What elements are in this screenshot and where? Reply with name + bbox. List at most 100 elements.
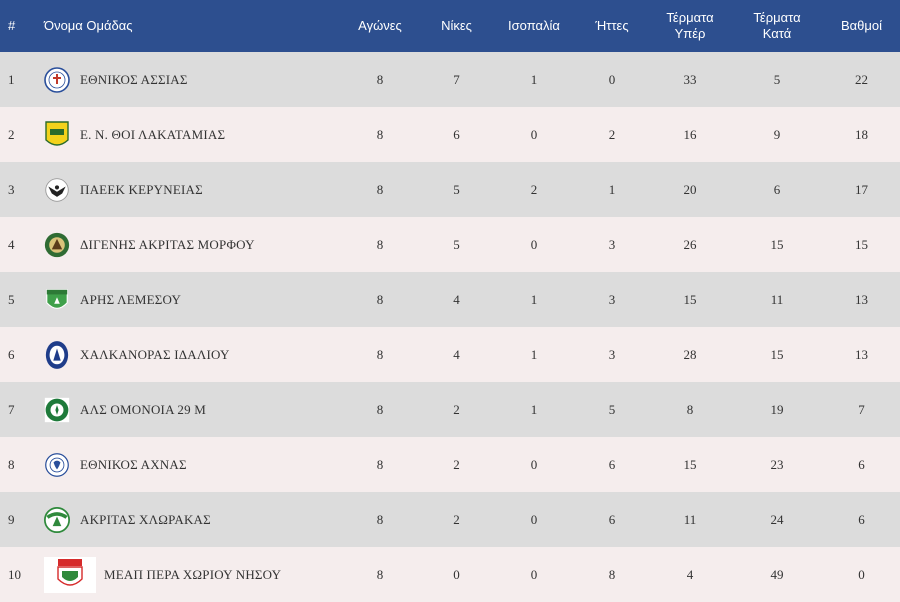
header-team-name[interactable]: Όνομα Ομάδας	[44, 18, 133, 33]
wins-cell: 7	[453, 71, 460, 87]
team-name: ΑΛΣ ΟΜΟΝΟΙΑ 29 Μ	[80, 401, 207, 417]
rank-cell: 6	[8, 346, 15, 362]
team-name: Ε. Ν. ΘΟΙ ΛΑΚΑΤΑΜΙΑΣ	[80, 126, 226, 142]
losses-cell: 3	[608, 346, 616, 362]
ethnikos-achnas-crest-icon	[44, 450, 70, 480]
team-cell[interactable]: ΕΘΝΙΚΟΣ ΑΣΣΙΑΣ	[44, 65, 340, 95]
wins-cell: 4	[453, 346, 460, 362]
goals-for-cell: 20	[683, 181, 697, 197]
points-cell: 0	[858, 566, 865, 582]
akritas-chlorakas-crest-icon	[44, 505, 70, 535]
team-cell[interactable]: ΜΕΑΠ ΠΕΡΑ ΧΩΡΙΟΥ ΝΗΣΟΥ	[44, 556, 340, 593]
goals-for-cell: 11	[683, 511, 697, 527]
header-goals-for[interactable]: Τέρματα Υπέρ	[666, 10, 714, 41]
losses-cell: 0	[608, 71, 616, 87]
played-cell: 8	[376, 126, 384, 142]
table-row[interactable]: 8 ΕΘΝΙΚΟΣ ΑΧΝΑΣ 8 2 0 6 15 23 6	[0, 437, 900, 492]
team-cell[interactable]: Ε. Ν. ΘΟΙ ΛΑΚΑΤΑΜΙΑΣ	[44, 120, 340, 150]
wins-cell: 5	[453, 181, 460, 197]
draws-cell: 0	[530, 511, 538, 527]
draws-cell: 1	[530, 291, 538, 307]
rank-cell: 3	[8, 181, 15, 197]
goals-against-cell: 11	[770, 291, 784, 307]
team-name: ΠΑΕΕΚ ΚΕΡΥΝΕΙΑΣ	[80, 181, 203, 197]
losses-cell: 8	[608, 566, 616, 582]
table-row[interactable]: 4 ΔΙΓΕΝΗΣ ΑΚΡΙΤΑΣ ΜΟΡΦΟΥ 8 5 0 3 26 15 1…	[0, 217, 900, 272]
table-row[interactable]: 10 ΜΕΑΠ ΠΕΡΑ ΧΩΡΙΟΥ ΝΗΣΟΥ 8 0 0 8 4 49 0	[0, 547, 900, 602]
wins-cell: 2	[453, 401, 460, 417]
goals-for-cell: 4	[686, 566, 694, 582]
table-row[interactable]: 6 ΧΑΛΚΑΝΟΡΑΣ ΙΔΑΛΙΟΥ 8 4 1 3 28 15 13	[0, 327, 900, 382]
draws-cell: 0	[530, 126, 538, 142]
wins-cell: 2	[453, 456, 460, 472]
header-rank[interactable]: #	[8, 18, 16, 33]
header-goals-against[interactable]: Τέρματα Κατά	[753, 10, 801, 41]
team-name: ΔΙΓΕΝΗΣ ΑΚΡΙΤΑΣ ΜΟΡΦΟΥ	[80, 236, 255, 252]
rank-cell: 2	[8, 126, 15, 142]
goals-for-cell: 28	[683, 346, 697, 362]
ethnikos-assias-crest-icon	[44, 65, 70, 95]
team-cell[interactable]: ΕΘΝΙΚΟΣ ΑΧΝΑΣ	[44, 450, 340, 480]
header-played[interactable]: Αγώνες	[358, 18, 402, 33]
chalkanoras-crest-icon	[44, 340, 70, 370]
table-body: 1 ΕΘΝΙΚΟΣ ΑΣΣΙΑΣ 8 7 1 0 33 5 22 2 Ε. Ν.…	[0, 52, 900, 602]
header-draws[interactable]: Ισοπαλία	[508, 18, 560, 33]
played-cell: 8	[376, 181, 384, 197]
played-cell: 8	[376, 291, 384, 307]
team-cell[interactable]: ΑΚΡΙΤΑΣ ΧΛΩΡΑΚΑΣ	[44, 505, 340, 535]
goals-against-cell: 15	[770, 236, 784, 252]
wins-cell: 0	[453, 566, 460, 582]
team-cell[interactable]: ΠΑΕΕΚ ΚΕΡΥΝΕΙΑΣ	[44, 175, 340, 205]
table-row[interactable]: 1 ΕΘΝΙΚΟΣ ΑΣΣΙΑΣ 8 7 1 0 33 5 22	[0, 52, 900, 107]
goals-for-cell: 16	[683, 126, 697, 142]
team-cell[interactable]: ΧΑΛΚΑΝΟΡΑΣ ΙΔΑΛΙΟΥ	[44, 340, 340, 370]
table-header: # Όνομα Ομάδας Αγώνες Νίκες Ισοπαλία Ήττ…	[0, 0, 900, 52]
goals-against-cell: 9	[773, 126, 781, 142]
played-cell: 8	[376, 71, 384, 87]
table-row[interactable]: 2 Ε. Ν. ΘΟΙ ΛΑΚΑΤΑΜΙΑΣ 8 6 0 2 16 9 18	[0, 107, 900, 162]
goals-for-cell: 15	[683, 456, 697, 472]
goals-against-cell: 24	[770, 511, 784, 527]
team-cell[interactable]: ΑΛΣ ΟΜΟΝΟΙΑ 29 Μ	[44, 395, 340, 425]
played-cell: 8	[376, 511, 384, 527]
aris-limassol-crest-icon	[44, 285, 70, 315]
rank-cell: 4	[8, 236, 15, 252]
header-points[interactable]: Βαθμοί	[840, 18, 883, 33]
draws-cell: 1	[530, 71, 538, 87]
points-cell: 22	[855, 71, 868, 87]
table-row[interactable]: 3 ΠΑΕΕΚ ΚΕΡΥΝΕΙΑΣ 8 5 2 1 20 6 17	[0, 162, 900, 217]
team-cell[interactable]: ΑΡΗΣ ΛΕΜΕΣΟΥ	[44, 285, 340, 315]
team-name: ΕΘΝΙΚΟΣ ΑΧΝΑΣ	[80, 456, 187, 472]
losses-cell: 3	[608, 236, 616, 252]
goals-for-cell: 26	[683, 236, 697, 252]
points-cell: 15	[855, 236, 868, 252]
goals-for-cell: 33	[683, 71, 697, 87]
table-row[interactable]: 9 ΑΚΡΙΤΑΣ ΧΛΩΡΑΚΑΣ 8 2 0 6 11 24 6	[0, 492, 900, 547]
team-name: ΜΕΑΠ ΠΕΡΑ ΧΩΡΙΟΥ ΝΗΣΟΥ	[104, 566, 282, 582]
wins-cell: 5	[453, 236, 460, 252]
played-cell: 8	[376, 401, 384, 417]
draws-cell: 1	[530, 401, 538, 417]
played-cell: 8	[376, 456, 384, 472]
rank-cell: 10	[8, 566, 21, 582]
played-cell: 8	[376, 566, 384, 582]
losses-cell: 6	[608, 456, 616, 472]
header-losses[interactable]: Ήττες	[595, 18, 629, 33]
losses-cell: 1	[608, 181, 616, 197]
table-row[interactable]: 5 ΑΡΗΣ ΛΕΜΕΣΟΥ 8 4 1 3 15 11 13	[0, 272, 900, 327]
table-row[interactable]: 7 ΑΛΣ ΟΜΟΝΟΙΑ 29 Μ 8 2 1 5 8 19 7	[0, 382, 900, 437]
goals-against-cell: 49	[770, 566, 784, 582]
rank-cell: 8	[8, 456, 15, 472]
goals-for-cell: 8	[686, 401, 694, 417]
goals-for-cell: 15	[683, 291, 697, 307]
team-name: ΧΑΛΚΑΝΟΡΑΣ ΙΔΑΛΙΟΥ	[80, 346, 230, 362]
draws-cell: 0	[530, 236, 538, 252]
team-cell[interactable]: ΔΙΓΕΝΗΣ ΑΚΡΙΤΑΣ ΜΟΡΦΟΥ	[44, 230, 340, 260]
team-name: ΕΘΝΙΚΟΣ ΑΣΣΙΑΣ	[80, 71, 188, 87]
wins-cell: 6	[453, 126, 460, 142]
points-cell: 13	[855, 346, 868, 362]
header-wins[interactable]: Νίκες	[441, 18, 472, 33]
points-cell: 18	[855, 126, 868, 142]
losses-cell: 3	[608, 291, 616, 307]
